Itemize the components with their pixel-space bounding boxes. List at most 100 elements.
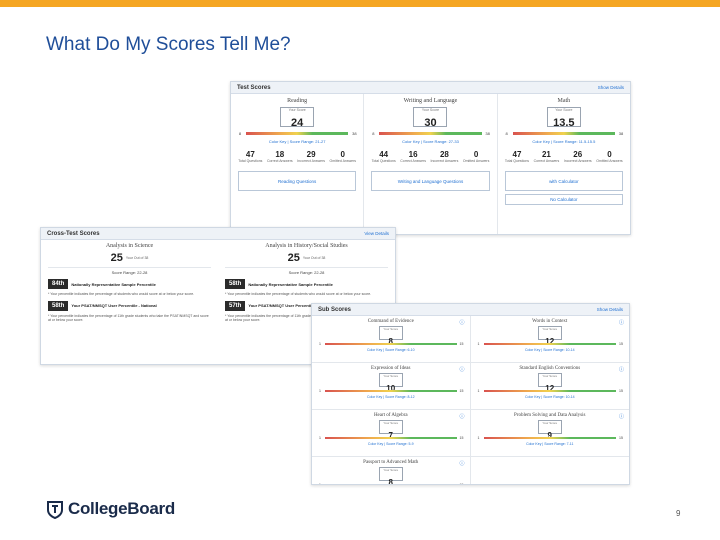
- cross-test-score-range: Score Range: 22-28: [225, 267, 388, 275]
- sub-score-caption: Your Score: [542, 327, 558, 331]
- scale-bar: [483, 343, 616, 345]
- color-key-score-range-link[interactable]: Color Key | Score Range: 7-11: [526, 442, 574, 446]
- cross-test-subject: Analysis in Science: [105, 243, 154, 249]
- percentile-badge: 84th: [48, 279, 69, 289]
- sub-score-cell: Expression of Ideas ⓘ Your Score 10 1 15 Color…: [312, 363, 471, 410]
- view-details-link[interactable]: View Details: [364, 231, 389, 236]
- sub-score-caption: Your Score: [542, 421, 558, 425]
- scale-min: 8: [505, 131, 508, 136]
- sub-show-details-link[interactable]: Show Details: [596, 307, 623, 312]
- scale-bar: [325, 390, 457, 392]
- questions-button[interactable]: Writing and Language Questions: [371, 171, 490, 191]
- info-icon[interactable]: ⓘ: [459, 367, 465, 373]
- percentile-row: 57th Your PSAT/NMSQT User Percentile - Na…: [225, 300, 388, 311]
- stat-item: 16 Correct Answers: [400, 150, 426, 163]
- scale-bar: [483, 437, 616, 439]
- test-score-columns: Reading Your Score 24 8 38 Color Key | Score …: [231, 94, 630, 234]
- score-value: 13.5: [553, 117, 575, 129]
- score-value: 30: [424, 117, 437, 129]
- color-key-score-range-link[interactable]: Color Key | Score Range: 21-27: [268, 139, 326, 144]
- sub-score-value: 7: [388, 431, 393, 440]
- info-icon[interactable]: ⓘ: [459, 320, 465, 326]
- percentile-badge: 58th: [225, 279, 246, 289]
- scale-min: 1: [477, 389, 480, 393]
- stat-item: 0 Omitted Answers: [596, 150, 622, 163]
- color-key-score-range-link[interactable]: Color Key | Score Range: 8-12: [366, 395, 415, 399]
- sub-score-caption: Your Score: [542, 374, 558, 378]
- info-icon[interactable]: ⓘ: [618, 414, 624, 420]
- color-key-score-range-link[interactable]: Color Key | Score Range: 10-14: [524, 395, 575, 399]
- cross-test-subject: Analysis in History/Social Studies: [265, 243, 348, 249]
- info-icon[interactable]: ⓘ: [459, 414, 465, 420]
- question-stats: 44 Total Questions 16 Correct Answers 28 Inco…: [369, 150, 491, 163]
- percentile-row: 58th Nationally Representative Sample Per…: [225, 279, 388, 289]
- sub-score-box: Your Score 7: [378, 420, 403, 440]
- scale-min: 1: [319, 483, 321, 485]
- sub-score-cell: Standard English Conventions ⓘ Your Score 1…: [470, 363, 629, 410]
- stat-label: Total Questions: [238, 159, 263, 163]
- sub-score-caption: Your Score: [383, 421, 399, 425]
- scale-max: 15: [619, 436, 623, 440]
- stat-number: 44: [379, 150, 389, 159]
- stat-item: 47 Total Questions: [238, 150, 262, 163]
- sub-score-cell: Heart of Algebra ⓘ Your Score 7 1 15 Color Key…: [312, 410, 471, 457]
- info-icon[interactable]: ⓘ: [618, 320, 624, 326]
- sub-score-box: Your Score 10: [378, 373, 403, 393]
- sub-score-value: 10: [386, 384, 396, 393]
- no-calculator-button[interactable]: No Calculator: [504, 194, 623, 205]
- color-key-score-range-link[interactable]: Color Key | Score Range: 11.5-15.5: [532, 139, 596, 144]
- sub-score-caption: Your Score: [383, 468, 399, 472]
- subject-name: Writing and Language: [403, 98, 458, 104]
- sub-score-name: Expression of Ideas: [371, 366, 411, 371]
- sub-score-scale: 1 15: [317, 342, 465, 346]
- stat-label: Omitted Answers: [596, 159, 623, 163]
- color-key-score-range-link[interactable]: Color Key | Score Range: 27-33: [402, 139, 459, 144]
- info-icon[interactable]: ⓘ: [618, 367, 624, 373]
- info-icon[interactable]: ⓘ: [459, 461, 465, 467]
- cross-test-title: Cross-Test Scores: [47, 230, 100, 237]
- questions-button[interactable]: with Calculator: [504, 171, 623, 191]
- scale-max: 38: [485, 131, 490, 136]
- color-key-score-range-link[interactable]: Color Key | Score Range: 6-10: [366, 348, 415, 352]
- scale-max: 38: [352, 131, 357, 136]
- questions-button[interactable]: Reading Questions: [238, 171, 357, 191]
- subject-name: Reading: [287, 98, 308, 104]
- sub-score-value: 12: [545, 384, 555, 393]
- stat-item: 29 Incorrect Answers: [297, 150, 325, 163]
- subject-name: Math: [557, 98, 571, 104]
- sub-score-box: Your Score 9: [537, 420, 562, 440]
- sub-score-value: 12: [545, 337, 555, 346]
- scale-bar: [325, 484, 457, 485]
- scale-min: 8: [372, 131, 375, 136]
- scale-max: 38: [618, 131, 624, 136]
- sub-score-cell: Command of Evidence ⓘ Your Score 8 1 15 Color …: [312, 316, 471, 363]
- test-score-column: Writing and Language Your Score 30 8 38 Color…: [364, 94, 498, 234]
- test-scores-panel: Test Scores Show Details Reading Your Sco…: [230, 81, 631, 235]
- sub-score-name: Words in Context: [532, 319, 568, 324]
- cross-test-column: Analysis in History/Social Studies 25 Your…: [218, 240, 395, 323]
- stat-number: 18: [275, 150, 285, 159]
- color-key-score-range-link[interactable]: Color Key | Score Range: 5-9: [367, 442, 414, 446]
- scale-bar: [246, 132, 349, 135]
- stat-label: Incorrect Answers: [297, 159, 325, 163]
- question-stats: 47 Total Questions 21 Correct Answers 26 Inco…: [503, 150, 625, 163]
- score-box: Your Score 24: [280, 107, 315, 129]
- stat-label: Correct Answers: [266, 159, 293, 163]
- percentile-row: 58th Your PSAT/NMSQT User Percentile - Na…: [48, 300, 211, 311]
- stat-label: Omitted Answers: [462, 159, 490, 163]
- show-details-link[interactable]: Show Details: [597, 85, 624, 90]
- percentile-badge: 57th: [225, 300, 246, 311]
- color-key-score-range-link[interactable]: Color Key | Score Range: 10-14: [524, 348, 575, 352]
- sub-score-scale: 1 15: [317, 483, 465, 485]
- stat-item: 47 Total Questions: [505, 150, 529, 163]
- cross-test-score: 25 Your Out of 38: [225, 252, 388, 264]
- score-scale: 8 38: [503, 131, 625, 136]
- test-scores-header: Test Scores Show Details: [231, 82, 630, 94]
- test-score-column: Reading Your Score 24 8 38 Color Key | Score …: [231, 94, 365, 234]
- scale-max: 15: [459, 483, 464, 485]
- score-caption: Your Score: [555, 108, 573, 112]
- stat-item: 0 Omitted Answers: [463, 150, 489, 163]
- scale-bar: [325, 437, 457, 439]
- scale-min: 1: [319, 389, 321, 393]
- scale-bar: [483, 390, 616, 392]
